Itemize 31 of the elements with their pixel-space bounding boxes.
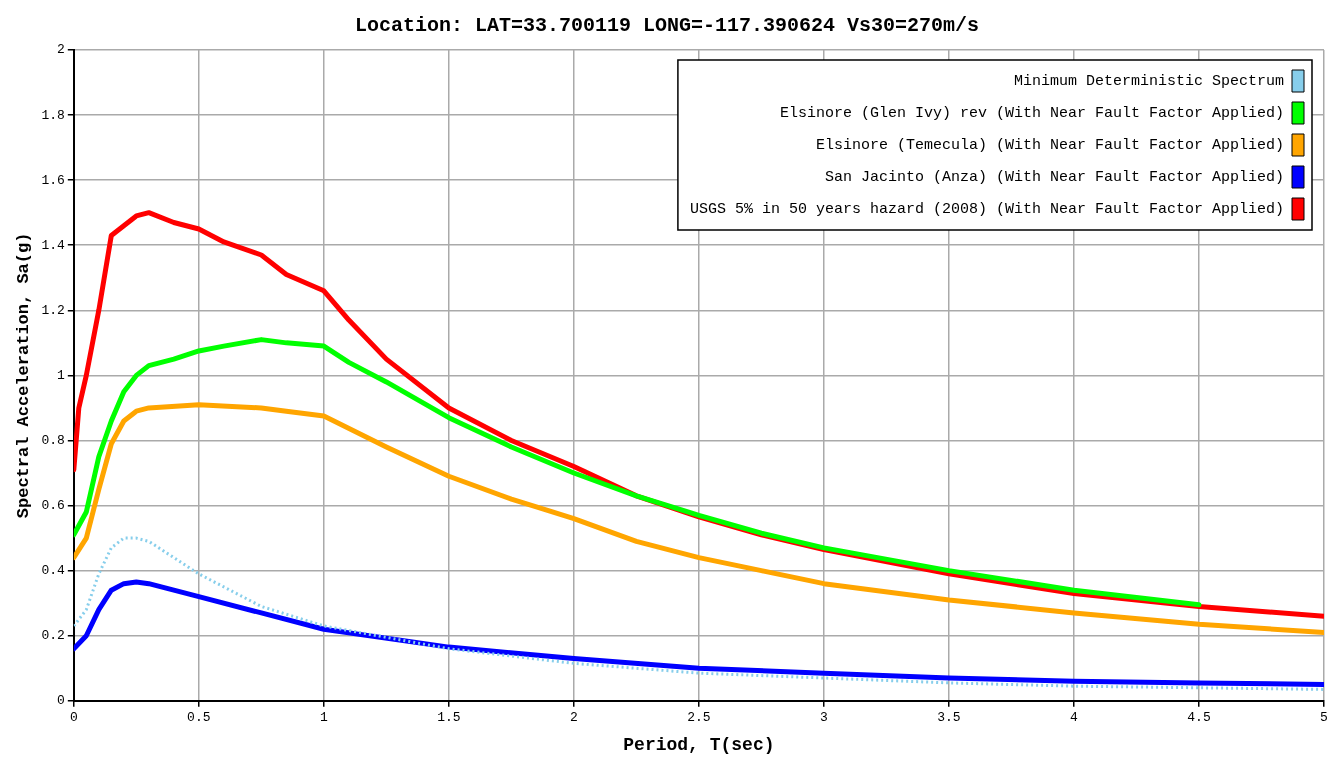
y-tick-label: 0.2: [41, 628, 65, 644]
legend-label: Elsinore (Temecula) (With Near Fault Factor Applied): [815, 136, 1284, 154]
x-tick-label: 4: [1070, 710, 1079, 726]
legend-label: USGS 5% in 50 years hazard (2008) (With Near Fault Factor Applied): [689, 200, 1284, 218]
y-tick-label: 1.8: [41, 107, 65, 123]
y-tick-label: 0.8: [41, 432, 65, 448]
x-tick-label: 2: [569, 710, 578, 726]
x-axis-title: Period, T(sec): [623, 734, 775, 755]
y-tick-label: 1.4: [41, 237, 65, 253]
x-tick-label: 0.5: [187, 710, 211, 726]
x-tick-label: 1.5: [437, 710, 461, 726]
legend-label: San Jacinto (Anza) (With Near Fault Factor Applied): [824, 168, 1284, 186]
x-tick-label: 2.5: [687, 710, 711, 726]
y-axis-title: Spectral Acceleration, Sa(g): [14, 232, 34, 519]
y-tick-label: 1.2: [41, 302, 65, 318]
x-tick-label: 4.5: [1187, 710, 1211, 726]
y-tick-label: 0.4: [41, 563, 65, 579]
x-tick-label: 1: [319, 710, 328, 726]
y-tick-label: 1.6: [41, 172, 65, 188]
legend-label: Minimum Deterministic Spectrum: [1013, 72, 1284, 90]
x-tick-label: 3: [820, 710, 828, 726]
line-series: [73, 536, 1324, 691]
y-tick-label: 0.6: [41, 498, 65, 513]
x-tick-label: 5: [1320, 710, 1328, 726]
y-tick-label: 2: [56, 42, 65, 58]
y-tick-label: 0: [56, 693, 65, 709]
legend-label: Elsinore (Glen Ivy) rev (With Near Fault Factor Applied): [779, 104, 1284, 122]
y-tick-label: 1: [56, 367, 65, 383]
chart-title: Location: LAT=33.700119 LONG=-117.390624 Vs30=270m/s: [354, 14, 980, 38]
x-tick-label: 3.5: [937, 710, 961, 726]
x-tick-label: 0: [69, 710, 78, 726]
